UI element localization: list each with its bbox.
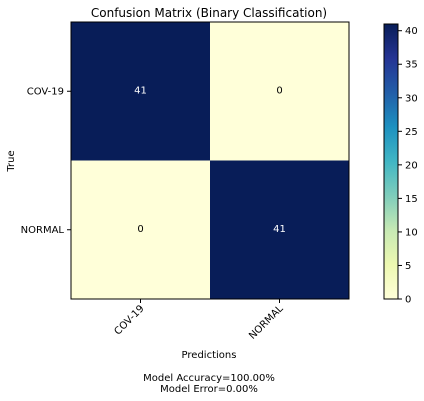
x-tick-label: NORMAL — [247, 303, 286, 342]
colorbar-tick-label: 20 — [405, 160, 418, 171]
colorbar-tick-label: 0 — [405, 295, 411, 306]
colorbar-tick-label: 5 — [405, 261, 411, 272]
heatmap-cell — [71, 160, 210, 299]
plot-frame — [70, 21, 350, 300]
y-tick-label: COV-19 — [27, 86, 64, 97]
cell-value-label: 41 — [134, 85, 147, 96]
cell-value-label: 0 — [276, 85, 282, 96]
cell-value-label: 0 — [137, 224, 143, 235]
heatmap-cell — [71, 22, 210, 161]
colorbar-tick-label: 15 — [405, 194, 418, 205]
accuracy-annotation: Model Accuracy=100.00% — [143, 373, 275, 384]
colorbar-tick-label: 10 — [405, 227, 418, 238]
chart-title: Confusion Matrix (Binary Classification) — [91, 6, 327, 20]
x-tick-labels: COV-19 NORMAL — [112, 299, 286, 342]
colorbar-tick-label: 35 — [405, 60, 418, 71]
y-axis-label: True — [6, 150, 17, 172]
cell-value-label: 41 — [273, 224, 286, 235]
colorbar-tick-label: 40 — [405, 26, 418, 37]
y-tick-labels: COV-19 NORMAL — [21, 86, 71, 236]
y-tick-label: NORMAL — [21, 225, 65, 236]
heatmap-cells: 41 0 0 41 — [71, 22, 349, 299]
error-annotation: Model Error=0.00% — [160, 384, 258, 395]
colorbar-tick-label: 30 — [405, 93, 418, 104]
x-tick-label: COV-19 — [112, 303, 146, 337]
colorbar — [383, 23, 399, 300]
colorbar-ticks: 0 5 10 15 20 25 30 35 40 — [398, 26, 418, 306]
heatmap-cell — [210, 22, 349, 161]
heatmap-cell — [210, 160, 349, 299]
x-axis-label: Predictions — [182, 350, 237, 361]
colorbar-tick-label: 25 — [405, 127, 418, 138]
